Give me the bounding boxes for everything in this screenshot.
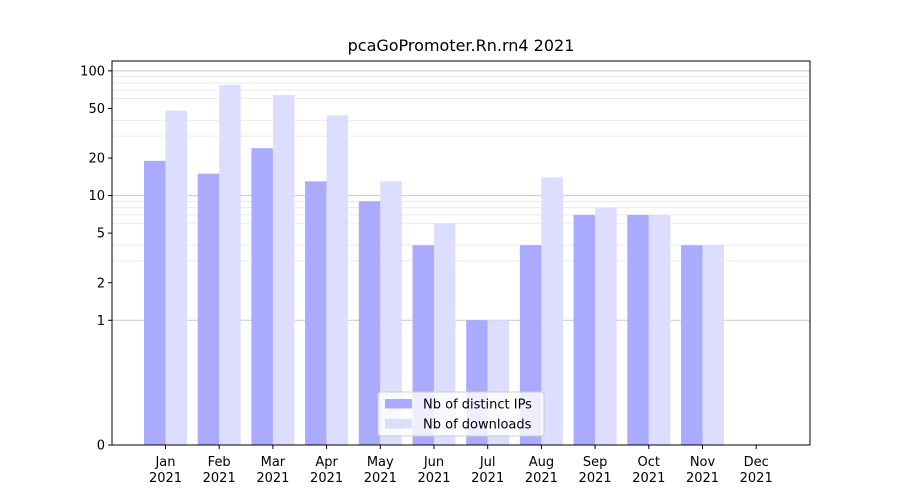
bar-downloads-nov <box>702 245 724 445</box>
x-tick-label-month: Jul <box>479 455 496 470</box>
x-tick-label-year: 2021 <box>740 471 773 486</box>
y-tick-label: 10 <box>88 189 105 204</box>
bar-downloads-jun <box>434 223 456 445</box>
chart-title: pcaGoPromoter.Rn.rn4 2021 <box>348 36 575 55</box>
legend-label: Nb of distinct IPs <box>423 398 532 413</box>
x-tick-label-month: Nov <box>690 455 716 470</box>
y-tick-label: 0 <box>97 439 105 454</box>
y-tick-label: 50 <box>88 102 105 117</box>
x-tick-label-month: May <box>367 455 394 470</box>
x-tick-label-month: Oct <box>638 455 660 470</box>
x-tick-label-month: Dec <box>744 455 769 470</box>
x-tick-label-year: 2021 <box>579 471 612 486</box>
bar-downloads-may <box>380 181 402 445</box>
bar-distinct-ips-feb <box>197 173 220 445</box>
y-tick-label: 100 <box>80 64 105 79</box>
y-tick-label: 20 <box>88 152 105 167</box>
bar-distinct-ips-jan <box>144 160 166 445</box>
x-tick-label-month: Mar <box>261 455 286 470</box>
x-tick-label-year: 2021 <box>364 471 397 486</box>
x-tick-label-year: 2021 <box>256 471 289 486</box>
bar-distinct-ips-apr <box>305 181 327 445</box>
y-tick-label: 5 <box>97 227 105 242</box>
x-tick-label-year: 2021 <box>417 471 450 486</box>
bar-downloads-jan <box>165 110 187 445</box>
x-tick-label-month: Jan <box>154 455 175 470</box>
x-tick-label-year: 2021 <box>203 471 236 486</box>
bar-downloads-mar <box>272 95 295 446</box>
x-tick-label-year: 2021 <box>686 471 719 486</box>
bar-distinct-ips-nov <box>681 245 703 445</box>
x-tick-label-year: 2021 <box>149 471 182 486</box>
x-tick-label-year: 2021 <box>632 471 665 486</box>
bar-downloads-oct <box>648 214 671 445</box>
bar-distinct-ips-mar <box>251 148 273 445</box>
plot-frame <box>111 60 811 446</box>
legend-swatch <box>385 419 412 429</box>
legend-swatch <box>385 399 412 409</box>
bar-distinct-ips-may <box>358 201 381 445</box>
x-tick-label-year: 2021 <box>310 471 343 486</box>
x-tick-label-month: Apr <box>315 455 338 470</box>
x-tick-label-year: 2021 <box>471 471 504 486</box>
bar-distinct-ips-sep <box>573 214 596 445</box>
y-tick-label: 1 <box>97 314 105 329</box>
x-tick-label-month: Sep <box>583 455 608 470</box>
x-tick-label-month: Jun <box>423 455 444 470</box>
bar-downloads-sep <box>595 207 617 445</box>
y-tick-label: 2 <box>97 276 105 291</box>
bar-distinct-ips-oct <box>627 214 649 445</box>
bar-downloads-apr <box>326 115 349 445</box>
legend-label: Nb of downloads <box>423 418 532 433</box>
x-tick-label-year: 2021 <box>525 471 558 486</box>
x-tick-label-month: Feb <box>208 455 231 470</box>
legend-box <box>377 391 545 437</box>
x-tick-label-month: Aug <box>529 455 554 470</box>
bar-downloads-feb <box>219 85 241 445</box>
bar-downloads-aug <box>541 177 563 445</box>
